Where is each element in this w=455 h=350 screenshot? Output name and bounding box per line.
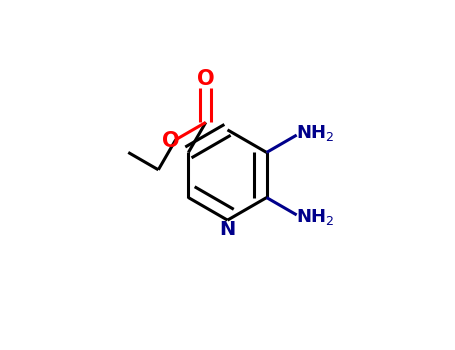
Text: NH$_2$: NH$_2$ <box>297 206 335 227</box>
Text: O: O <box>162 132 179 152</box>
Text: N: N <box>219 220 236 239</box>
Text: O: O <box>197 69 215 89</box>
Text: NH$_2$: NH$_2$ <box>297 123 335 144</box>
